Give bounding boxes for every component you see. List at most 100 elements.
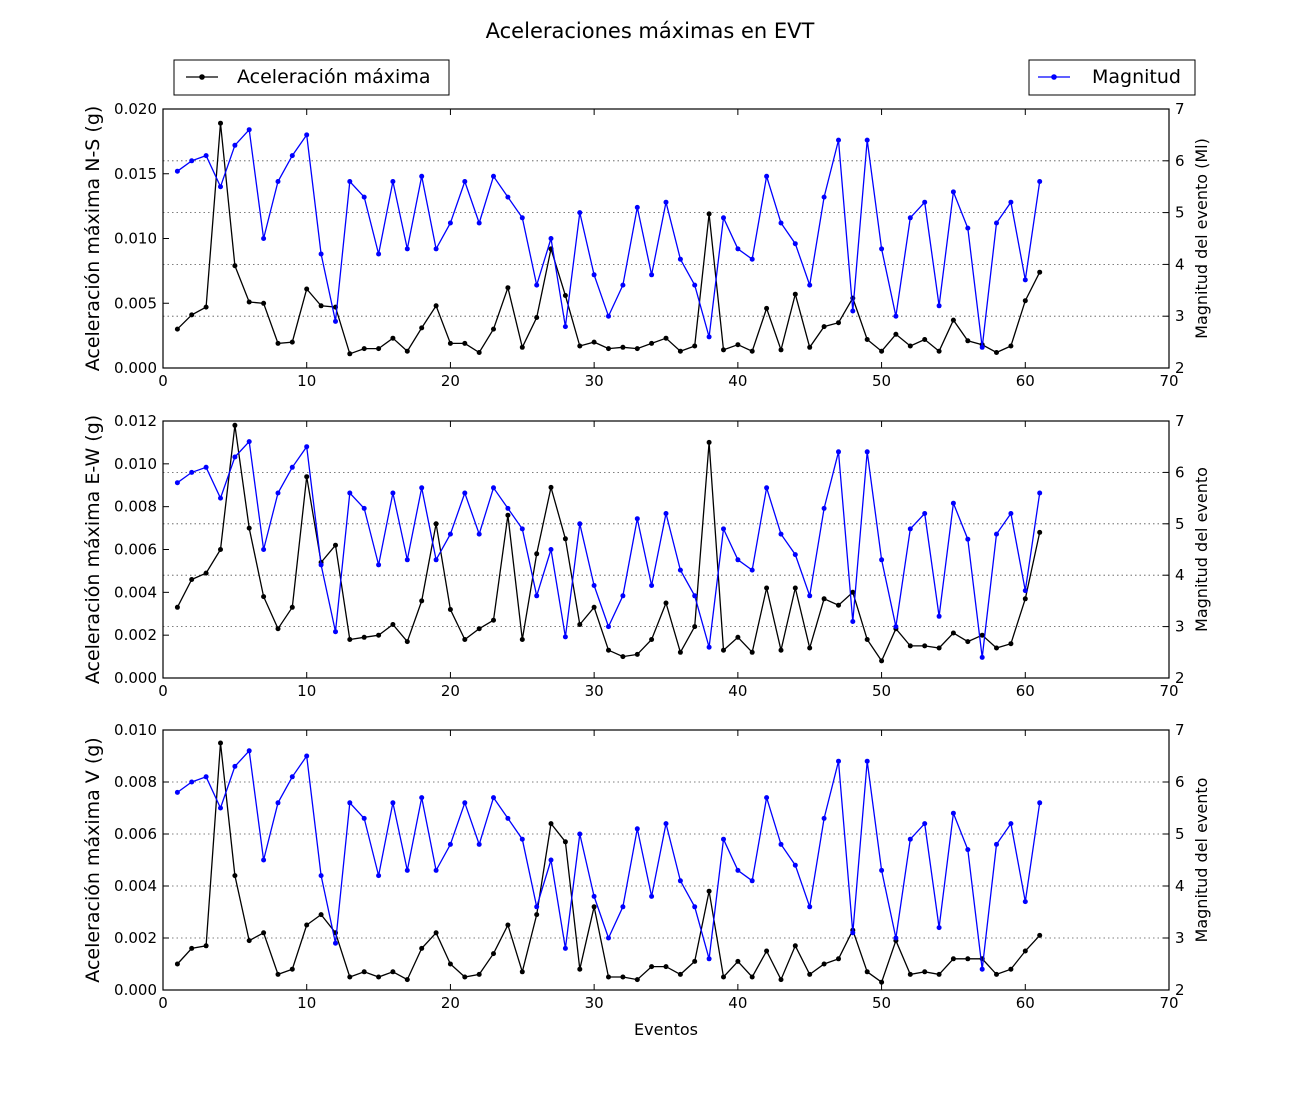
- point-magnitude: [203, 774, 209, 780]
- point-magnitude: [390, 800, 396, 806]
- point-acceleration: [548, 484, 554, 490]
- point-acceleration: [246, 938, 252, 944]
- point-magnitude: [333, 318, 338, 324]
- point-acceleration: [807, 344, 813, 350]
- point-magnitude: [404, 246, 410, 252]
- point-magnitude: [893, 313, 899, 319]
- point-acceleration: [447, 607, 453, 612]
- point-magnitude: [419, 485, 425, 491]
- point-magnitude: [519, 836, 525, 842]
- y-right-tick-label: 2: [1175, 359, 1185, 377]
- legend-magnitude-label: Magnitud: [1092, 66, 1181, 88]
- point-magnitude: [189, 469, 195, 475]
- point-acceleration: [1022, 298, 1028, 304]
- point-acceleration: [1008, 343, 1014, 349]
- point-magnitude: [577, 521, 583, 527]
- point-magnitude: [548, 236, 554, 241]
- point-acceleration: [261, 300, 267, 306]
- point-acceleration: [922, 337, 928, 342]
- point-magnitude: [376, 562, 382, 568]
- point-acceleration: [404, 348, 410, 354]
- point-acceleration: [1022, 596, 1028, 602]
- point-magnitude: [232, 763, 238, 769]
- point-magnitude: [476, 841, 482, 847]
- point-magnitude: [519, 215, 525, 221]
- y-left-axis-title: Aceleración máxima V (g): [82, 737, 104, 982]
- point-acceleration: [778, 977, 784, 983]
- point-acceleration: [261, 594, 267, 600]
- point-magnitude: [1008, 511, 1014, 516]
- point-magnitude: [548, 857, 554, 863]
- point-acceleration: [907, 643, 913, 649]
- y-left-axis-title: Aceleración máxima N-S (g): [82, 106, 104, 372]
- point-acceleration: [936, 971, 942, 977]
- point-acceleration: [232, 422, 238, 428]
- y-left-tick-label: 0.012: [114, 412, 157, 430]
- point-magnitude: [433, 246, 439, 252]
- point-acceleration: [692, 958, 698, 964]
- point-acceleration: [433, 930, 439, 936]
- point-magnitude: [491, 795, 496, 801]
- y-right-tick-label: 6: [1175, 773, 1185, 791]
- point-acceleration: [749, 974, 755, 980]
- point-acceleration: [534, 551, 540, 557]
- x-tick-label: 60: [1016, 994, 1035, 1012]
- y-left-tick-label: 0.006: [114, 541, 157, 559]
- point-acceleration: [189, 577, 195, 582]
- point-magnitude: [347, 179, 353, 184]
- point-magnitude: [1008, 821, 1014, 827]
- series-line-acceleration: [176, 123, 1041, 355]
- point-magnitude: [979, 654, 985, 660]
- point-acceleration: [376, 346, 382, 352]
- point-magnitude: [534, 593, 540, 599]
- point-magnitude: [735, 557, 741, 563]
- point-magnitude: [174, 480, 180, 486]
- point-acceleration: [304, 474, 310, 480]
- point-acceleration: [189, 312, 195, 318]
- point-acceleration: [634, 651, 640, 657]
- point-magnitude: [433, 557, 439, 563]
- point-acceleration: [577, 343, 583, 349]
- point-acceleration: [677, 649, 683, 655]
- point-acceleration: [347, 974, 353, 980]
- point-acceleration: [634, 977, 640, 983]
- point-acceleration: [792, 585, 798, 591]
- point-acceleration: [1008, 966, 1014, 972]
- point-acceleration: [807, 645, 813, 651]
- point-acceleration: [505, 285, 511, 291]
- point-magnitude: [304, 444, 310, 450]
- point-magnitude: [764, 485, 770, 491]
- y-right-tick-label: 7: [1175, 721, 1185, 739]
- point-acceleration: [706, 439, 712, 445]
- point-magnitude: [821, 194, 827, 200]
- point-magnitude: [677, 878, 683, 884]
- point-magnitude: [505, 505, 511, 511]
- point-magnitude: [433, 867, 439, 873]
- y-left-tick-label: 0.008: [114, 498, 157, 516]
- point-magnitude: [620, 282, 626, 288]
- point-magnitude: [519, 526, 525, 532]
- point-magnitude: [246, 439, 252, 445]
- point-acceleration: [275, 971, 281, 977]
- point-magnitude: [706, 334, 712, 340]
- y-left-tick-label: 0.010: [114, 721, 157, 739]
- point-magnitude: [505, 815, 511, 821]
- y-right-tick-label: 7: [1175, 412, 1185, 430]
- point-magnitude: [950, 810, 956, 816]
- x-tick-label: 50: [872, 994, 891, 1012]
- point-magnitude: [218, 184, 223, 190]
- point-acceleration: [476, 971, 482, 977]
- point-magnitude: [606, 624, 611, 630]
- point-acceleration: [836, 956, 841, 962]
- point-magnitude: [361, 815, 367, 821]
- point-acceleration: [390, 335, 396, 341]
- point-acceleration: [649, 637, 655, 642]
- point-acceleration: [764, 948, 770, 954]
- y-left-tick-label: 0.004: [114, 877, 157, 895]
- point-acceleration: [591, 339, 597, 345]
- point-acceleration: [965, 639, 971, 645]
- point-acceleration: [1037, 932, 1043, 938]
- point-acceleration: [979, 632, 985, 638]
